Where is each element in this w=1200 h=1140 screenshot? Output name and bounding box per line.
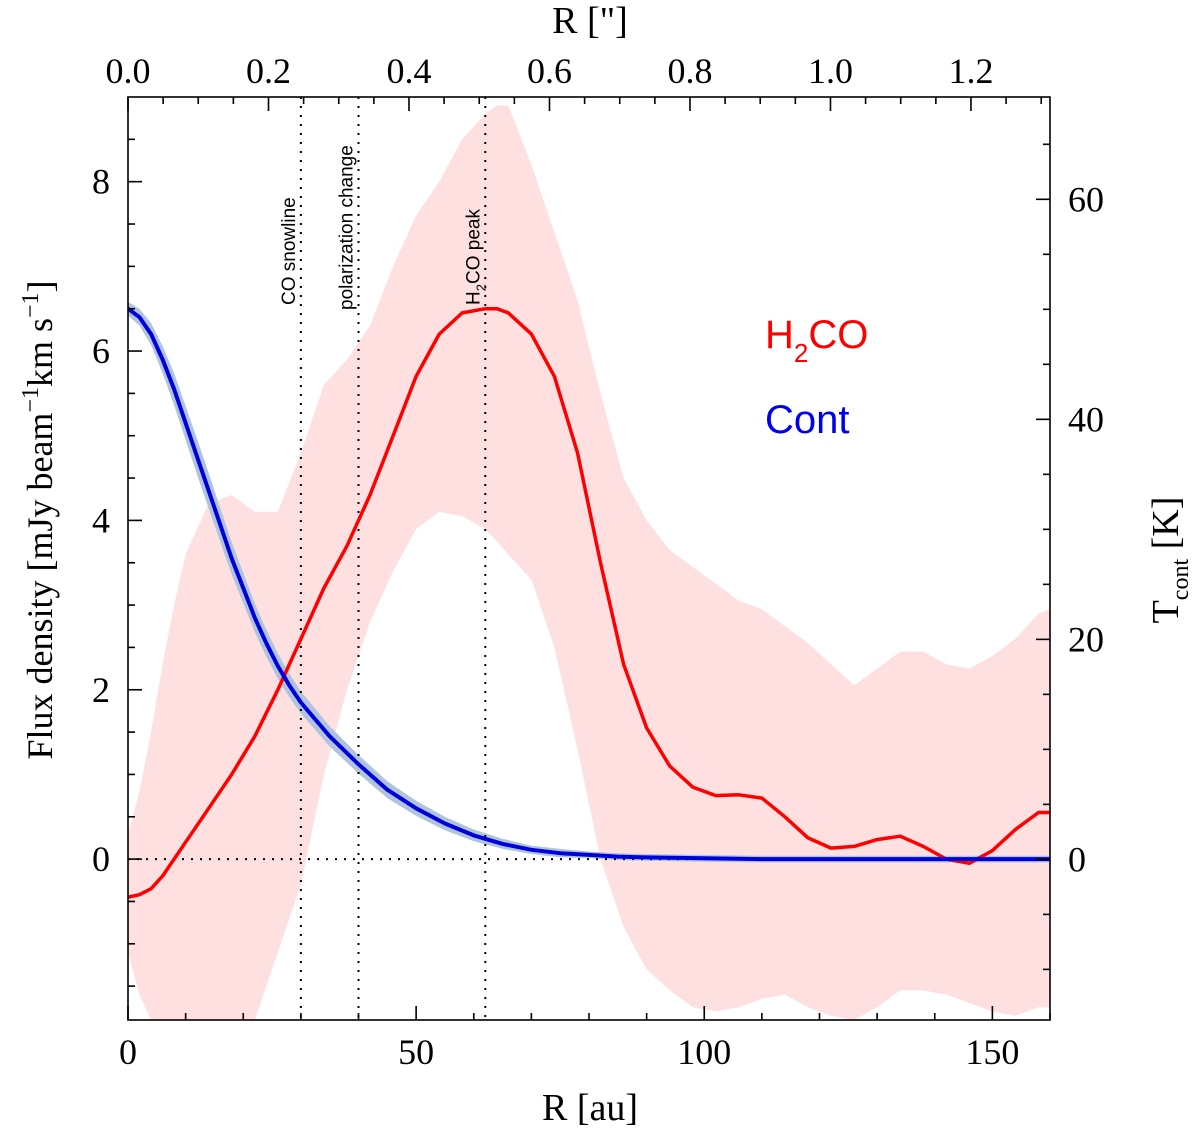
vline-labels: CO snowline polarization change H2CO peak [279, 145, 488, 310]
legend-h2co: H2CO [765, 313, 868, 368]
y2-axis-label-sub: cont [1168, 559, 1194, 601]
x-tick-label: 100 [677, 1032, 731, 1072]
legend-h2co-end: CO [808, 313, 868, 357]
y-axis-label-mid: km s [20, 318, 60, 387]
h2co-uncertainty-band [128, 105, 1050, 1020]
y-axis-label-main: Flux density [mJy beam [20, 413, 60, 760]
legend-h2co-main: H [765, 313, 794, 357]
legend-cont: Cont [765, 398, 850, 442]
x2-tick-label: 1.2 [948, 51, 993, 91]
x2-tick-label: 0.6 [527, 51, 572, 91]
vline-label-0: CO snowline [279, 197, 300, 305]
y-axis-label-sup2: −1 [18, 292, 44, 318]
legend-h2co-sub: 2 [794, 338, 808, 368]
x-tick-label: 0 [119, 1032, 137, 1072]
vline-label-2-sub: 2 [473, 284, 488, 291]
x2-tick-label: 0.0 [106, 51, 151, 91]
reference-lines [128, 97, 1050, 1020]
y-tick-label: 0 [92, 839, 110, 879]
y-tick-label: 2 [92, 670, 110, 710]
x2-tick-label: 0.2 [246, 51, 291, 91]
x2-tick-label: 0.4 [386, 51, 431, 91]
h2co-line [128, 306, 1050, 899]
x2-axis-label: R ["] [552, 0, 628, 42]
y-tick-label: 6 [92, 331, 110, 371]
x-axis-label: R [au] [542, 1087, 638, 1129]
y2-tick-label: 60 [1068, 179, 1104, 219]
tick-labels: 0 50 100 150 0.0 0.2 0.4 0.6 0.8 1.0 1.2 0 2 4 6 8 0 20 40… [92, 51, 1104, 1072]
y-axis-label: Flux density [mJy beam−1km s−1] [18, 280, 60, 759]
y-axis-label-end: ] [20, 280, 60, 292]
x-tick-label: 50 [398, 1032, 434, 1072]
cont-line [128, 306, 1050, 862]
vline-label-0-main: CO snowline [279, 197, 300, 305]
confidence-bands [128, 105, 1050, 1020]
vline-label-2: H2CO peak [463, 209, 488, 305]
vline-label-2-end: CO peak [463, 209, 484, 284]
vline-label-2-main: H [463, 291, 484, 305]
y-tick-label: 4 [92, 500, 110, 540]
y2-axis-label-end: [K] [1145, 497, 1187, 559]
y2-tick-label: 0 [1068, 839, 1086, 879]
series-lines [128, 306, 1050, 899]
axis-ticks [127, 97, 1051, 1020]
x2-tick-label: 0.8 [667, 51, 712, 91]
x-tick-label: 150 [965, 1032, 1019, 1072]
y-axis-label-sup1: −1 [18, 387, 44, 413]
vline-label-1-main: polarization change [337, 145, 358, 310]
y2-axis-label: Tcont [K] [1145, 497, 1194, 624]
y-tick-label: 8 [92, 162, 110, 202]
y2-axis-label-main: T [1145, 600, 1187, 623]
y2-tick-label: 40 [1068, 399, 1104, 439]
x2-tick-label: 1.0 [808, 51, 853, 91]
y2-tick-label: 20 [1068, 619, 1104, 659]
vline-label-1: polarization change [337, 145, 358, 310]
